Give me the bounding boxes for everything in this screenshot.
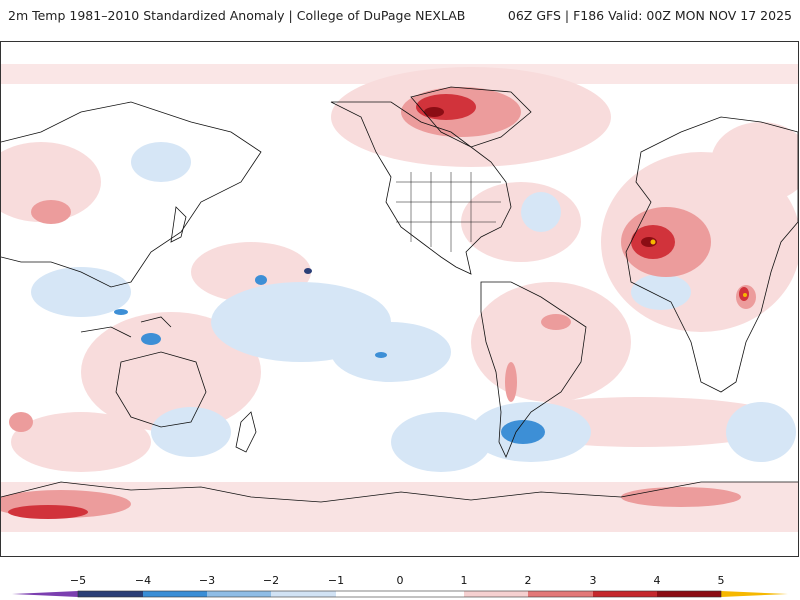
cold-anomaly-light-layer [31, 142, 796, 472]
anomaly-map[interactable] [0, 41, 799, 557]
colorbar-tick: 3 [589, 574, 597, 587]
warm-anomaly-mid-layer [1, 87, 756, 518]
colorbar-tick: 4 [653, 574, 661, 587]
colorbar: −5 −4 −3 −2 −1 0 1 2 3 4 5 [0, 570, 800, 600]
header: 2m Temp 1981–2010 Standardized Anomaly |… [0, 0, 800, 30]
colorbar-segment-pos1 [464, 591, 528, 597]
colorbar-segment-below-neg5 [12, 591, 78, 597]
colorbar-segment-pos2 [528, 591, 593, 597]
colorbar-tick: −5 [69, 574, 87, 587]
colorbar-tick: −4 [134, 574, 152, 587]
colorbar-segment-above-pos5 [721, 591, 788, 597]
colorbar-tick: 0 [396, 574, 404, 587]
colorbar-strip [12, 590, 788, 598]
colorbar-segment-pos3 [593, 591, 657, 597]
colorbar-segment-neg3 [207, 591, 271, 597]
colorbar-segment-zero [400, 591, 464, 597]
colorbar-tick: −1 [327, 574, 345, 587]
colorbar-segment-neg1 [336, 591, 400, 597]
extreme-warm-spot [650, 239, 656, 245]
cold-extreme-spot [304, 268, 312, 274]
colorbar-tick: 2 [524, 574, 532, 587]
cold-anomaly-strong-layer [114, 275, 545, 444]
map-canvas [1, 64, 798, 532]
colorbar-segment-neg5 [78, 591, 143, 597]
run-info: 06Z GFS | F186 Valid: 00Z MON NOV 17 202… [507, 8, 792, 23]
colorbar-tick: −3 [198, 574, 216, 587]
map-title: 2m Temp 1981–2010 Standardized Anomaly |… [8, 8, 466, 23]
state-borders [396, 172, 501, 252]
coastlines [1, 86, 798, 503]
colorbar-segment-neg2 [271, 591, 336, 597]
extreme-warm-spot-africa [743, 293, 747, 297]
colorbar-segment-neg4 [143, 591, 207, 597]
colorbar-tick: −2 [262, 574, 280, 587]
colorbar-segment-pos4 [657, 591, 721, 597]
colorbar-tick: 5 [717, 574, 725, 587]
colorbar-tick: 1 [460, 574, 468, 587]
